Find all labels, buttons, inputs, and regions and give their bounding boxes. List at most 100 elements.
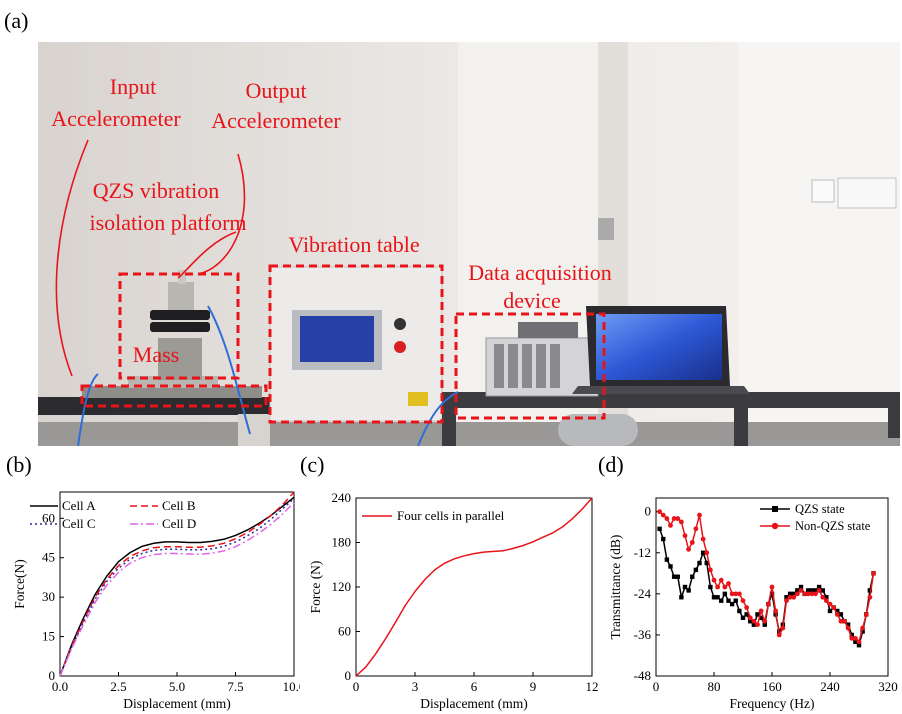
data-point [860, 629, 865, 634]
x-axis-label: Displacement (mm) [123, 696, 231, 711]
y-tick-label: -36 [634, 627, 652, 642]
data-point [711, 595, 717, 600]
data-point [689, 540, 695, 545]
panel-label-c: (c) [300, 452, 325, 477]
data-point [711, 577, 717, 583]
data-point [722, 591, 728, 597]
transmittance-frequency-chart: 0 80 160 240 320 0 -12 -24 -36 -48 Frequency (Hz) T… [608, 497, 898, 711]
data-point [693, 526, 699, 532]
data-point [700, 536, 706, 542]
x-tick-label: 3 [412, 679, 419, 694]
data-point [845, 622, 851, 627]
x-axis-label: Frequency (Hz) [729, 696, 814, 711]
legend-label: Cell B [162, 498, 196, 513]
y-axis-label: Force (N) [308, 561, 323, 614]
y-tick-label: 60 [42, 510, 55, 525]
data-point [852, 635, 858, 641]
data-point [740, 615, 746, 621]
x-tick-label: 2.5 [110, 679, 126, 694]
y-tick-label: -48 [634, 668, 651, 683]
data-point [867, 594, 873, 600]
y-tick-label: 45 [42, 550, 55, 565]
annotation-boxes [80, 264, 606, 424]
data-point [795, 588, 800, 593]
data-point [744, 612, 749, 617]
x-tick-label: 0.0 [52, 679, 68, 694]
series-line [59, 491, 295, 677]
series-line [355, 497, 593, 677]
data-point [678, 519, 684, 525]
x-tick-label: 5.0 [169, 679, 185, 694]
data-point [740, 598, 746, 604]
x-tick-label: 6 [471, 679, 478, 694]
plot-frame [355, 497, 593, 677]
wall-switch [811, 179, 835, 203]
label-input-line1: Input [110, 74, 156, 99]
data-point [679, 595, 684, 600]
data-point [762, 618, 768, 624]
data-point [668, 522, 673, 528]
legend-marker [772, 506, 778, 512]
data-point [806, 588, 811, 593]
data-point [707, 567, 713, 573]
data-point [863, 611, 869, 617]
legend-label: Cell D [162, 516, 196, 531]
y-tick-label: 240 [332, 490, 352, 505]
data-point [834, 611, 840, 617]
data-point [668, 564, 673, 569]
data-point [657, 509, 663, 515]
mass-stack [158, 338, 202, 380]
label-mass: Mass [133, 342, 179, 367]
data-point [867, 588, 873, 593]
data-point [798, 584, 804, 590]
data-point [845, 625, 851, 631]
data-point [682, 533, 688, 539]
label-qzs-line1: QZS vibration [93, 178, 220, 203]
y-tick-label: 120 [332, 579, 352, 594]
y-tick-label: -24 [634, 586, 652, 601]
data-point [675, 574, 680, 579]
label-daq-line1: Data acquisition [468, 260, 612, 285]
label-output-line1: Output [245, 78, 306, 103]
data-point [787, 594, 793, 600]
data-point [809, 591, 815, 597]
data-point [802, 591, 808, 597]
force-displacement-cells-chart: 0.0 2.5 5.0 7.5 10.0 0 15 30 45 60 Displacement (m… [12, 491, 300, 711]
data-point [697, 512, 702, 518]
x-tick-label: 9 [530, 679, 537, 694]
legend-label: Non-QZS state [795, 519, 871, 533]
data-point [798, 588, 804, 593]
data-point [784, 595, 789, 600]
data-point [737, 608, 742, 614]
data-point [708, 584, 713, 590]
data-point [813, 588, 818, 593]
data-point [773, 608, 779, 614]
x-tick-label: 0 [653, 679, 660, 694]
data-point [816, 584, 822, 590]
data-point [769, 584, 775, 590]
data-point [809, 588, 815, 593]
y-tick-label: 0 [645, 504, 652, 519]
data-point [726, 598, 731, 603]
qzs-platform [82, 386, 262, 398]
legend-marker [771, 522, 779, 530]
data-point [733, 591, 739, 597]
x-tick-label: 10.0 [283, 679, 300, 694]
legend-label: QZS state [795, 502, 845, 516]
data-point [794, 591, 800, 597]
data-point [856, 642, 862, 648]
data-point [820, 594, 826, 600]
panel-label-d: (d) [598, 452, 624, 477]
data-point [744, 605, 750, 610]
label-qzs-line2: isolation platform [89, 210, 246, 235]
data-point [856, 639, 862, 645]
data-point [827, 608, 833, 614]
y-tick-label: 60 [338, 624, 351, 639]
x-axis-label: Displacement (mm) [420, 696, 528, 711]
data-point [686, 546, 692, 552]
data-point [776, 632, 782, 638]
data-point [860, 625, 866, 631]
data-point [871, 570, 876, 576]
legend-label: Four cells in parallel [397, 508, 505, 523]
y-tick-label: 0 [49, 668, 56, 683]
